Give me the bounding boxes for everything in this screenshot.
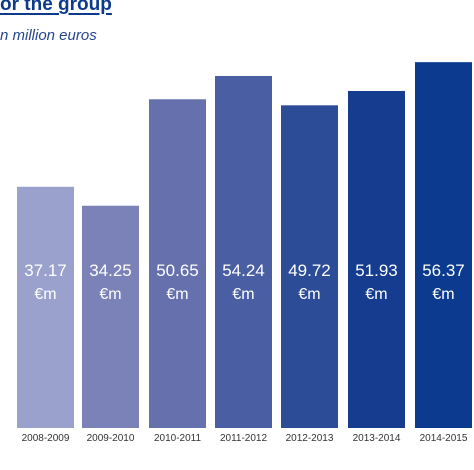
bar-value-label: 56.37 bbox=[422, 261, 465, 280]
x-tick-label: 2013-2014 bbox=[353, 433, 401, 444]
bar-value-label: 49.72 bbox=[288, 261, 331, 280]
bar-value-label: 51.93 bbox=[355, 261, 398, 280]
bar-value-label: 37.17 bbox=[24, 261, 67, 280]
bar-value-label: 54.24 bbox=[222, 261, 265, 280]
bar-unit-label: €m bbox=[432, 286, 454, 303]
x-tick-label: 2012-2013 bbox=[286, 433, 334, 444]
x-tick-label: 2014-2015 bbox=[420, 433, 468, 444]
bar-unit-label: €m bbox=[365, 286, 387, 303]
bar-2013-2014 bbox=[348, 91, 405, 428]
bar-unit-label: €m bbox=[232, 286, 254, 303]
bar-unit-label: €m bbox=[34, 286, 56, 303]
x-tick-label: 2008-2009 bbox=[22, 433, 70, 444]
bar-unit-label: €m bbox=[99, 286, 121, 303]
x-tick-label: 2010-2011 bbox=[154, 433, 202, 444]
bar-value-label: 50.65 bbox=[156, 261, 199, 280]
bar-value-label: 34.25 bbox=[89, 261, 132, 280]
bar-2011-2012 bbox=[215, 76, 272, 428]
bar-2009-2010 bbox=[82, 206, 139, 428]
bar-2008-2009 bbox=[17, 187, 74, 428]
x-tick-label: 2009-2010 bbox=[87, 433, 135, 444]
x-tick-label: 2011-2012 bbox=[220, 433, 268, 444]
bar-2014-2015 bbox=[415, 62, 472, 428]
bar-unit-label: €m bbox=[298, 286, 320, 303]
bar-unit-label: €m bbox=[166, 286, 188, 303]
